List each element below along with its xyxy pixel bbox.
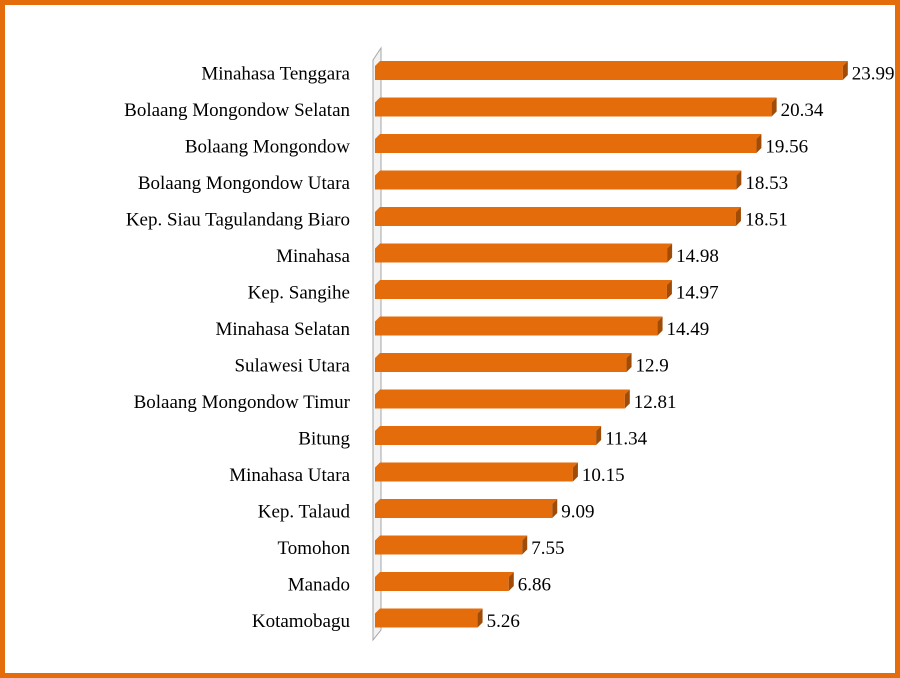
bar-face bbox=[375, 426, 602, 431]
bar-face bbox=[375, 207, 741, 212]
y-tick-label: Bolaang Mongondow Utara bbox=[138, 173, 351, 194]
bar-face bbox=[375, 175, 737, 190]
y-tick-label: Bitung bbox=[298, 428, 350, 449]
bar-face bbox=[375, 212, 736, 226]
bar-face bbox=[375, 358, 627, 372]
bar bbox=[375, 572, 514, 591]
data-label: 18.53 bbox=[745, 173, 788, 194]
y-tick-label: Kep. Sangihe bbox=[248, 282, 350, 303]
bar-face bbox=[375, 61, 848, 66]
y-tick-label: Tomohon bbox=[277, 538, 350, 559]
bar-face bbox=[375, 353, 632, 358]
data-label: 18.51 bbox=[745, 209, 788, 230]
bar-face bbox=[375, 316, 663, 322]
bar-face bbox=[552, 499, 558, 518]
bar-face bbox=[735, 207, 741, 226]
y-tick-label: Minahasa Utara bbox=[229, 465, 350, 486]
data-label: 9.09 bbox=[561, 501, 594, 522]
data-label: 6.86 bbox=[518, 574, 551, 595]
y-tick-label: Bolaang Mongondow bbox=[185, 136, 350, 157]
bar-face bbox=[842, 61, 848, 80]
bar-face bbox=[375, 572, 514, 577]
bar-face bbox=[657, 316, 663, 336]
bar-face bbox=[477, 608, 483, 628]
data-label: 11.34 bbox=[605, 428, 648, 449]
y-tick-label: Manado bbox=[288, 574, 350, 595]
bar-face bbox=[667, 243, 673, 263]
bar-face bbox=[375, 608, 483, 614]
bar-face bbox=[375, 243, 673, 249]
bar bbox=[375, 535, 528, 555]
y-tick-label: Bolaang Mongondow Timur bbox=[134, 392, 351, 413]
data-label: 20.34 bbox=[781, 100, 824, 121]
data-label: 5.26 bbox=[487, 611, 520, 632]
data-label: 23.99 bbox=[852, 63, 895, 84]
y-tick-label: Minahasa bbox=[276, 246, 350, 267]
data-label: 14.98 bbox=[676, 246, 719, 267]
bar bbox=[375, 462, 578, 482]
bar bbox=[375, 243, 673, 263]
bar-face bbox=[375, 139, 757, 153]
bar bbox=[375, 170, 742, 190]
bar-face bbox=[375, 540, 523, 555]
bar bbox=[375, 280, 672, 299]
bar-face bbox=[375, 248, 668, 263]
bar-face bbox=[375, 66, 843, 80]
data-label: 14.97 bbox=[676, 282, 719, 303]
bar-face bbox=[375, 504, 553, 518]
data-label: 14.49 bbox=[667, 319, 710, 340]
data-label: 12.81 bbox=[634, 392, 677, 413]
bar-face bbox=[736, 170, 742, 190]
bar-face bbox=[522, 535, 528, 555]
bar-face bbox=[375, 97, 777, 103]
y-tick-label: Sulawesi Utara bbox=[234, 355, 350, 376]
bar-face bbox=[375, 613, 478, 628]
bar-face bbox=[375, 170, 742, 176]
bar bbox=[375, 97, 777, 117]
bar bbox=[375, 134, 762, 153]
bar-face bbox=[375, 280, 672, 285]
bar-face bbox=[624, 389, 630, 409]
bar-face bbox=[375, 499, 558, 504]
bar-face bbox=[596, 426, 602, 445]
bar-face bbox=[375, 134, 762, 139]
bar-face bbox=[572, 462, 578, 482]
bar-face bbox=[375, 321, 658, 336]
bar bbox=[375, 353, 632, 372]
bar-face bbox=[375, 285, 667, 299]
data-label: 19.56 bbox=[765, 136, 808, 157]
bar-face bbox=[508, 572, 514, 591]
bar-face bbox=[626, 353, 632, 372]
y-tick-label: Kep. Siau Tagulandang Biaro bbox=[126, 209, 350, 230]
bar bbox=[375, 316, 663, 336]
bar-face bbox=[756, 134, 762, 153]
bar bbox=[375, 426, 602, 445]
bar bbox=[375, 207, 741, 226]
bar-face bbox=[375, 389, 630, 395]
bar-face bbox=[375, 431, 597, 445]
bar bbox=[375, 389, 630, 409]
y-tick-label: Kep. Talaud bbox=[258, 501, 351, 522]
bar bbox=[375, 608, 483, 628]
bar bbox=[375, 499, 558, 518]
data-label: 7.55 bbox=[531, 538, 564, 559]
y-tick-label: Minahasa Selatan bbox=[215, 319, 350, 340]
bar-face bbox=[375, 467, 573, 482]
y-tick-label: Bolaang Mongondow Selatan bbox=[124, 100, 350, 121]
bar bbox=[375, 61, 848, 80]
bar-face bbox=[375, 535, 528, 541]
data-label: 10.15 bbox=[582, 465, 625, 486]
data-label: 12.9 bbox=[636, 355, 669, 376]
bar-face bbox=[375, 462, 578, 468]
bar-face bbox=[375, 577, 509, 591]
y-tick-label: Kotamobagu bbox=[252, 611, 351, 632]
bar-face bbox=[375, 102, 772, 117]
bar-face bbox=[375, 394, 625, 409]
y-tick-label: Minahasa Tenggara bbox=[201, 63, 350, 84]
bar-face bbox=[771, 97, 777, 117]
bar-face bbox=[666, 280, 672, 299]
axis-wall bbox=[372, 46, 382, 642]
